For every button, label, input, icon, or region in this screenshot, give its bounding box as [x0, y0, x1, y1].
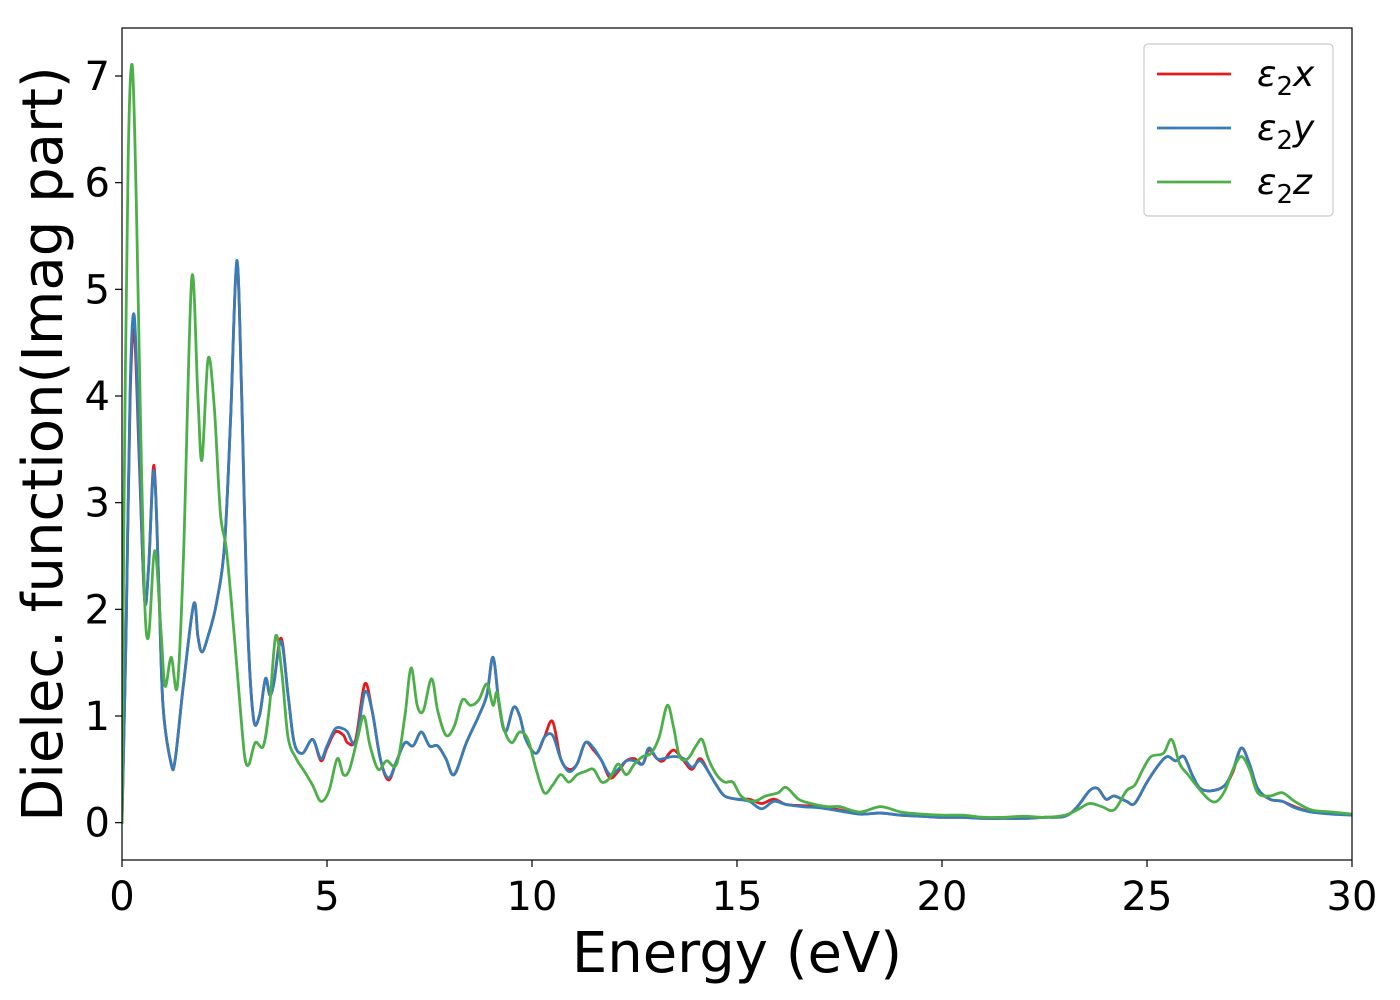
x-axis: 0 5 10 15 20 25 30	[109, 860, 1377, 920]
y-tick-label: 3	[85, 481, 110, 527]
y-axis: 0 1 2 3 4 5 6 7	[85, 54, 122, 847]
legend-label-y: ε2y	[1257, 108, 1315, 156]
legend-label-z: ε2z	[1257, 162, 1313, 210]
y-tick-label: 6	[85, 161, 110, 207]
legend-label-x: ε2x	[1257, 54, 1315, 102]
series-line-y	[122, 259, 1352, 825]
y-tick-label: 2	[85, 587, 110, 633]
y-tick-label: 4	[85, 374, 110, 420]
legend-box	[1143, 43, 1334, 217]
legend: ε2x ε2y ε2z	[1143, 43, 1334, 217]
series-line-z	[122, 62, 1352, 825]
x-tick-label: 30	[1327, 874, 1378, 920]
x-tick-label: 5	[314, 874, 339, 920]
x-tick-label: 10	[507, 874, 558, 920]
y-tick-label: 5	[85, 267, 110, 313]
x-axis-label: Energy (eV)	[572, 921, 902, 986]
series-layer	[122, 62, 1352, 825]
y-tick-label: 1	[85, 694, 110, 740]
x-tick-label: 15	[712, 874, 763, 920]
y-tick-label: 0	[85, 801, 110, 847]
y-tick-label: 7	[85, 54, 110, 100]
x-tick-label: 0	[109, 874, 134, 920]
y-axis-label: Dielec. function(Imag part)	[11, 66, 76, 822]
x-tick-label: 20	[917, 874, 968, 920]
x-tick-label: 25	[1122, 874, 1173, 920]
